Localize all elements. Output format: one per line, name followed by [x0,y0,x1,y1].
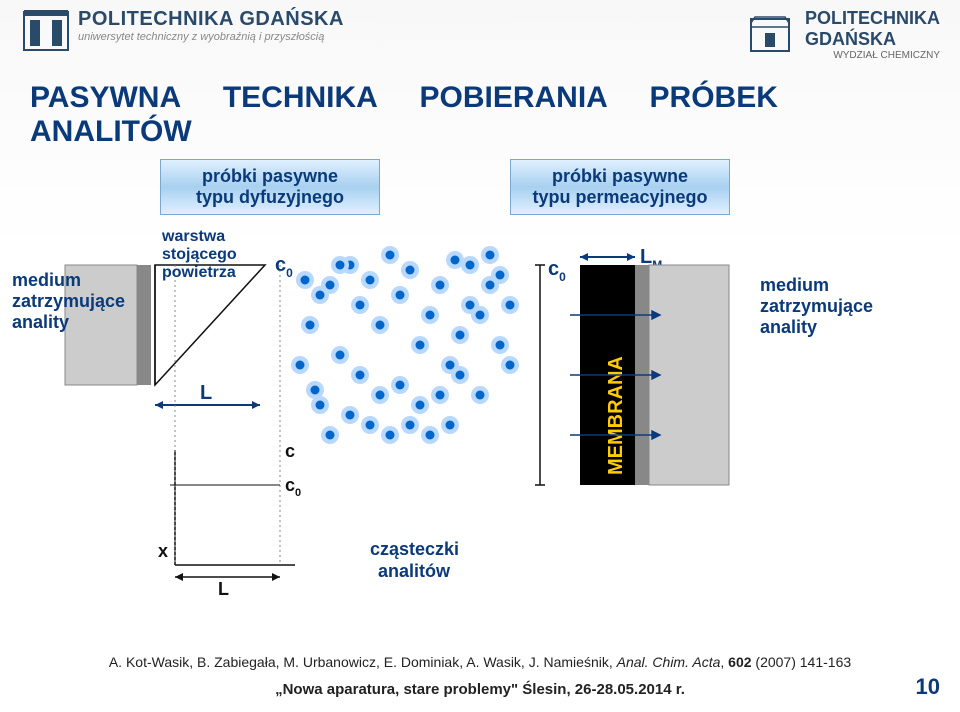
label-medium-left: medium zatrzymujące anality [12,270,142,333]
logo-left-icon [20,8,72,54]
box-r-l1: próbki pasywne [531,166,709,187]
title-w4: PRÓBEK [650,81,778,114]
box-l-l2: typu dyfuzyjnego [181,187,359,208]
label-medium-right: medium zatrzymujące anality [760,275,920,338]
box-r-l2: typu permeacyjnego [531,187,709,208]
logo-right-icon [745,13,795,57]
svg-text:analitów: analitów [378,561,451,581]
univ-name-r1: POLITECHNIKA [805,8,940,29]
title-w2: TECHNIKA [223,81,378,114]
header-left: POLITECHNIKA GDAŃSKA uniwersytet technic… [20,8,344,54]
label-warstwa: warstwa stojącego powietrza [162,228,272,282]
svg-text:c: c [285,441,295,461]
svg-text:MEMBRANA: MEMBRANA [605,356,627,475]
slide-title: PASYWNA TECHNIKA POBIERANIA PRÓBEK ANALI… [0,61,960,149]
conference-line: „Nowa aparatura, stare problemy" Ślesin,… [0,681,960,698]
dept-name: WYDZIAŁ CHEMICZNY [805,50,940,61]
svg-text:L: L [218,579,229,595]
svg-text:c0: c0 [275,254,293,280]
title-w1: PASYWNA [30,81,181,114]
type-boxes: próbki pasywne typu dyfuzyjnego próbki p… [0,149,960,215]
svg-text:L: L [200,382,212,404]
univ-name-r2: GDAŃSKA [805,29,940,50]
svg-text:x: x [158,541,168,561]
header: POLITECHNIKA GDAŃSKA uniwersytet technic… [0,0,960,61]
title-w3: POBIERANIA [420,81,608,114]
box-l-l1: próbki pasywne [181,166,359,187]
box-diffusion: próbki pasywne typu dyfuzyjnego [160,159,380,215]
title-w5: ANALITÓW [30,115,192,148]
svg-text:c0: c0 [285,475,301,499]
svg-text:cząsteczki: cząsteczki [370,539,459,559]
univ-name: POLITECHNIKA GDAŃSKA [78,8,344,31]
page-number: 10 [916,674,940,700]
svg-text:c0: c0 [548,258,566,284]
box-permeation: próbki pasywne typu permeacyjnego [510,159,730,215]
univ-sub: uniwersytet techniczny z wyobraźnią i pr… [78,31,344,43]
citation: A. Kot-Wasik, B. Zabiegała, M. Urbanowic… [0,654,960,670]
header-right: POLITECHNIKA GDAŃSKA WYDZIAŁ CHEMICZNY [745,8,940,61]
